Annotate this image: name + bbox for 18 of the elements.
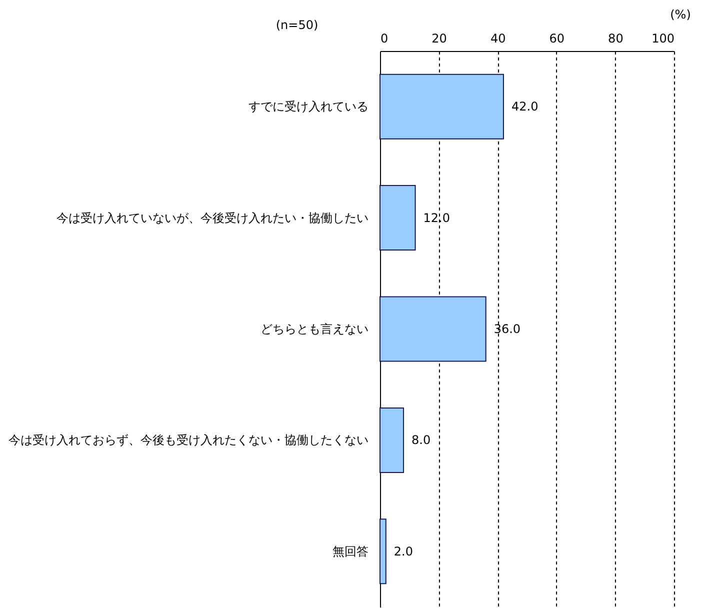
- data-label: 42.0: [511, 100, 538, 114]
- x-axis-title: (%): [670, 8, 691, 22]
- text: (n=50): [276, 18, 318, 32]
- x-tick-label: 100: [652, 32, 674, 46]
- x-tick-label: 0: [380, 32, 388, 46]
- data-label: 36.0: [494, 322, 521, 336]
- y-tick-label: 無回答: [332, 544, 368, 558]
- y-tick-label: 今は受け入れておらず、今後も受け入れたくない・協働したくない: [8, 433, 368, 448]
- x-tick-label: 40: [490, 32, 506, 46]
- data-label: 8.0: [412, 433, 431, 448]
- y-tick-label: すでに受け入れている: [248, 100, 368, 114]
- y-tick-label: 今は受け入れていないが、今後受け入れたい・協働したい: [56, 210, 368, 225]
- x-tick-label: 60: [549, 32, 565, 46]
- y-tick-label: どちらとも言えない: [260, 322, 368, 336]
- data-label: 12.0: [423, 210, 450, 225]
- data-label: 2.0: [394, 544, 413, 558]
- x-tick-label: 80: [608, 32, 624, 46]
- x-tick-label: 20: [432, 32, 447, 46]
